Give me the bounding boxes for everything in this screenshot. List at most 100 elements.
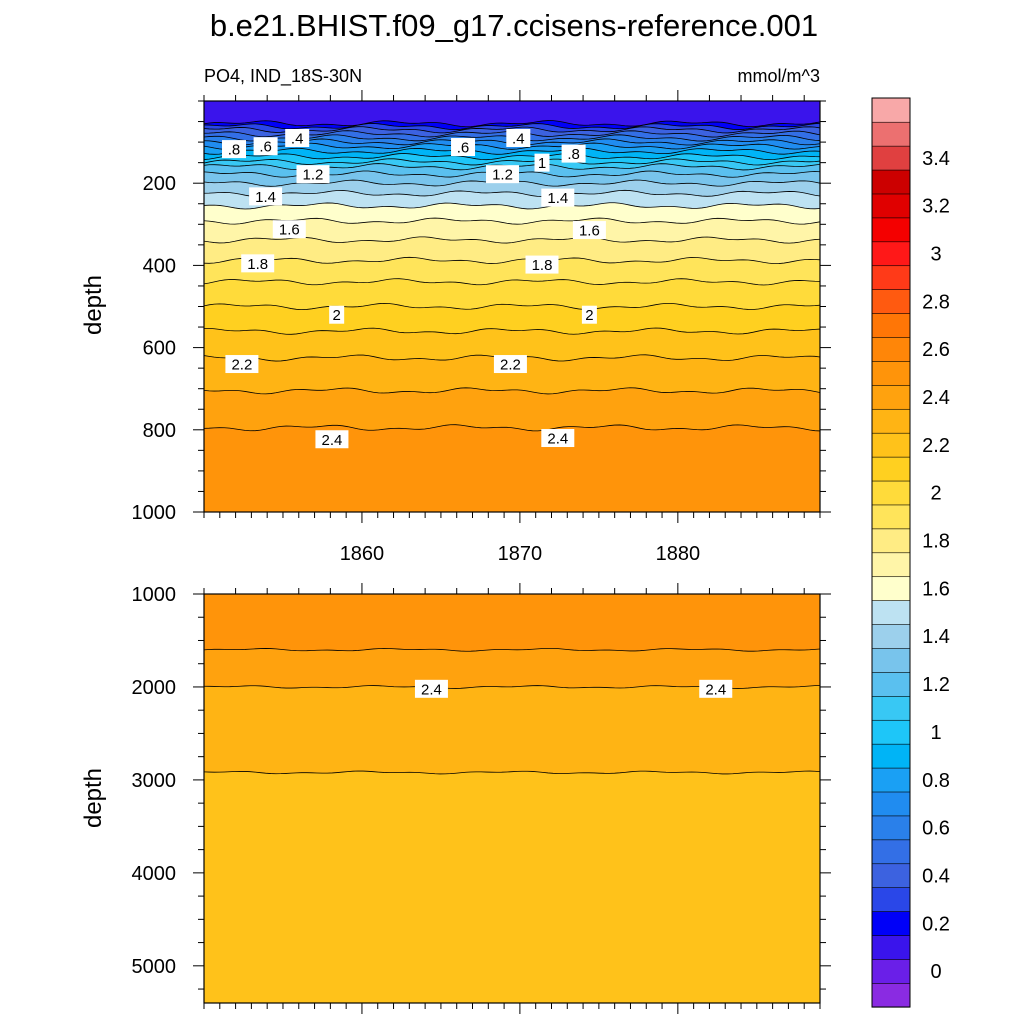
colorbar-swatch <box>871 241 911 267</box>
contour-label: 1.8 <box>247 256 268 273</box>
contour-label: 1.2 <box>303 167 324 184</box>
colorbar-label: 1.8 <box>922 531 950 553</box>
contour-band <box>204 153 820 166</box>
contour-label-box <box>253 137 278 156</box>
contour-band <box>204 158 820 170</box>
contour-band <box>204 303 820 335</box>
contour-label-box <box>249 187 283 206</box>
upper-depth-panel: .8.6.4.6.41.81.2 1.21.4 1.41.6 1.61.8 1.82 22… <box>132 90 831 565</box>
lower-depth-panel: 2.4 2.4 1000 2000 3000 4000 5000 <box>132 583 831 1014</box>
colorbar-swatch <box>871 839 911 865</box>
colorbar-swatch <box>871 934 911 960</box>
contour-label: 2.2 <box>231 357 252 374</box>
colorbar-label: 3 <box>930 243 941 265</box>
contour-label: 2 <box>333 307 341 324</box>
colorbar-label: 0.4 <box>922 865 950 887</box>
contour-line <box>204 327 820 335</box>
contour-label-box <box>222 140 247 159</box>
colorbar-swatch <box>871 456 911 482</box>
y-tick-label: 400 <box>143 255 176 277</box>
colorbar-swatch <box>871 887 911 912</box>
colorbar-label: 2.6 <box>922 339 950 361</box>
contour-band <box>204 278 820 310</box>
contour-band <box>204 424 820 512</box>
colorbar-label: 1.4 <box>922 626 950 648</box>
colorbar-label: 2.8 <box>922 291 950 313</box>
colorbar-swatch <box>871 384 911 410</box>
chart-subtitle-units: mmol/m^3 <box>738 66 820 86</box>
colorbar-label: 2.2 <box>922 435 950 457</box>
chart-subtitle-variable: PO4, IND_18S-30N <box>204 66 362 87</box>
contour-band <box>204 354 820 394</box>
colorbar-swatch <box>871 552 911 578</box>
contour-label-box <box>241 254 275 273</box>
contour-line <box>204 236 820 244</box>
y-tick-label: 1000 <box>132 584 177 606</box>
contour-band <box>204 202 820 225</box>
contour-band <box>204 685 820 774</box>
x-tick-label: 1880 <box>656 543 701 565</box>
contour-label-box <box>225 355 259 374</box>
contour-line <box>204 302 820 311</box>
contour-line <box>204 122 820 131</box>
contour-label: 2.2 <box>500 357 521 374</box>
contour-band <box>204 771 820 1003</box>
colorbar-swatch <box>871 767 911 793</box>
y-tick-label: 800 <box>143 420 176 442</box>
contour-label-box <box>296 165 330 184</box>
contour-line <box>204 387 820 395</box>
colorbar-swatch <box>871 312 911 338</box>
colorbar-label: 2.4 <box>922 387 950 409</box>
lower-y-axis-label: depth <box>80 768 107 828</box>
contour-label: 1.4 <box>255 189 276 206</box>
colorbar-swatch <box>871 408 911 434</box>
colorbar-swatch <box>871 504 911 530</box>
contour-line <box>204 278 820 286</box>
colorbar-swatch <box>871 600 911 625</box>
colorbar-swatch <box>871 647 911 673</box>
contour-label-box <box>541 188 575 207</box>
contour-label-box <box>272 220 306 239</box>
colorbar-swatch <box>871 623 911 649</box>
plot-area: 2.4 2.4 <box>204 594 820 1003</box>
contour-band <box>204 123 820 133</box>
contour-label: .6 <box>259 139 272 156</box>
x-tick-label: 1870 <box>498 543 543 565</box>
contour-label: 1.4 <box>547 190 568 207</box>
colorbar-label: 0.8 <box>922 770 950 792</box>
contour-line <box>204 256 820 265</box>
colorbar-swatch <box>871 695 911 721</box>
contour-label: .4 <box>291 130 304 147</box>
colorbar-label: 3.2 <box>922 196 950 218</box>
contour-line <box>204 217 820 225</box>
colorbar-label: 3.4 <box>922 148 950 170</box>
contour-label-box <box>525 255 559 274</box>
colorbar-swatch <box>871 911 911 936</box>
colorbar-swatch <box>871 217 911 243</box>
contour-line <box>204 147 820 155</box>
y-tick-label: 600 <box>143 338 176 360</box>
colorbar-swatch <box>871 480 911 506</box>
contour-label: 1.6 <box>279 222 300 239</box>
colorbar-label: 0 <box>930 961 941 983</box>
contour-band <box>204 218 820 244</box>
colorbar-swatch <box>871 958 911 984</box>
contour-line <box>204 153 820 161</box>
colorbar-swatch <box>871 743 911 769</box>
contour-label-box <box>451 138 476 157</box>
colorbar-label: 1.2 <box>922 674 950 696</box>
contour-label-box <box>699 679 733 698</box>
plot-area: .8.6.4.6.41.81.2 1.21.4 1.41.6 1.61.8 1.82 22… <box>204 101 820 512</box>
y-tick-label: 200 <box>143 173 176 195</box>
colorbar-swatch <box>871 193 911 219</box>
colorbar-swatch <box>871 576 911 601</box>
colorbar-swatch <box>871 169 911 195</box>
contour-label-box <box>414 679 448 698</box>
colorbar-swatch <box>871 97 911 123</box>
contour-line <box>204 189 820 198</box>
colorbar-swatch <box>871 719 911 745</box>
colorbar-swatch <box>871 432 911 458</box>
contour-label: 1.6 <box>579 223 600 240</box>
contour-label-box <box>315 430 349 449</box>
